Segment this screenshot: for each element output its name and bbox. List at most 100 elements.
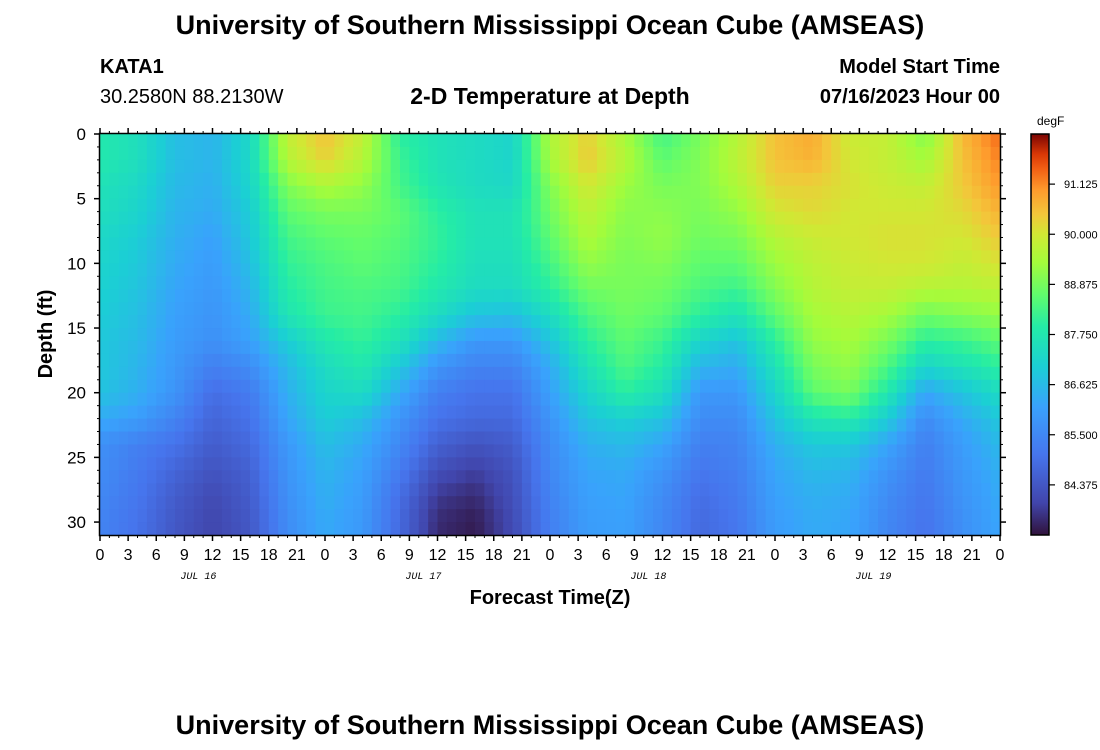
heatmap-cell xyxy=(484,431,495,446)
heatmap-cell xyxy=(184,185,195,200)
heatmap-cell xyxy=(709,496,720,510)
heatmap-cell xyxy=(775,237,785,252)
heatmap-cell xyxy=(465,340,476,355)
heatmap-cell xyxy=(728,172,739,187)
heatmap-cell xyxy=(840,483,851,497)
heatmap-cell xyxy=(118,134,129,148)
heatmap-cell xyxy=(681,444,692,458)
heatmap-cell xyxy=(521,276,532,290)
heatmap-cell xyxy=(362,496,373,510)
heatmap-cell xyxy=(175,392,185,407)
heatmap-cell xyxy=(896,302,907,316)
heatmap-cell xyxy=(381,470,392,484)
heatmap-cell xyxy=(990,237,1001,252)
heatmap-cell xyxy=(671,185,682,200)
heatmap-cell xyxy=(175,470,185,484)
heatmap-cell xyxy=(250,418,260,433)
heatmap-cell xyxy=(512,211,523,226)
heatmap-cell xyxy=(690,198,701,213)
heatmap-cell xyxy=(728,457,739,471)
heatmap-cell xyxy=(784,276,795,290)
heatmap-cell xyxy=(784,379,795,394)
heatmap-cell xyxy=(250,353,260,368)
heatmap-cell xyxy=(456,366,467,381)
heatmap-cell xyxy=(221,185,232,200)
heatmap-cell xyxy=(550,250,560,264)
heatmap-cell xyxy=(165,522,176,536)
heatmap-cell xyxy=(278,198,289,213)
heatmap-cell xyxy=(765,418,776,433)
heatmap-cell xyxy=(437,198,448,213)
heatmap-cell xyxy=(475,444,485,458)
heatmap-cell xyxy=(400,172,410,187)
heatmap-cell xyxy=(175,185,185,200)
heatmap-cell xyxy=(343,418,354,433)
heatmap-cell xyxy=(943,263,954,277)
heatmap-cell xyxy=(156,224,167,239)
heatmap-cell xyxy=(803,224,814,239)
heatmap-cell xyxy=(634,340,645,355)
heatmap-cell xyxy=(690,366,701,381)
heatmap-cell xyxy=(390,522,401,536)
heatmap-cell xyxy=(943,134,954,148)
colorbar-tick-label: 90.000 xyxy=(1064,229,1098,241)
heatmap-cell xyxy=(456,353,467,368)
heatmap-cell xyxy=(971,366,982,381)
heatmap-cell xyxy=(343,444,354,458)
heatmap-cell xyxy=(906,340,917,355)
heatmap-cell xyxy=(615,276,626,290)
heatmap-cell xyxy=(306,146,317,161)
heatmap-cell xyxy=(915,509,926,523)
heatmap-cell xyxy=(540,224,551,239)
heatmap-cell xyxy=(156,353,167,368)
heatmap-cell xyxy=(250,470,260,484)
heatmap-cell xyxy=(353,276,364,290)
heatmap-cell xyxy=(915,457,926,471)
heatmap-cell xyxy=(503,483,514,497)
heatmap-cell xyxy=(418,328,429,342)
heatmap-cell xyxy=(428,366,439,381)
heatmap-cell xyxy=(718,379,729,394)
heatmap-cell xyxy=(718,315,729,329)
heatmap-cell xyxy=(409,522,420,536)
heatmap-cell xyxy=(915,224,926,239)
heatmap-cell xyxy=(512,392,523,407)
heatmap-cell xyxy=(325,431,335,446)
heatmap-cell xyxy=(850,276,860,290)
heatmap-cell xyxy=(306,315,317,329)
heatmap-cell xyxy=(578,146,589,161)
heatmap-cell xyxy=(868,276,879,290)
heatmap-cell xyxy=(109,431,120,446)
heatmap-cell xyxy=(362,431,373,446)
heatmap-cell xyxy=(156,457,167,471)
heatmap-cell xyxy=(700,366,710,381)
heatmap-cell xyxy=(962,444,973,458)
heatmap-cell xyxy=(971,496,982,510)
heatmap-cell xyxy=(334,405,345,420)
heatmap-cell xyxy=(568,198,579,213)
heatmap-cell xyxy=(915,444,926,458)
heatmap-cell xyxy=(259,379,270,394)
heatmap-cell xyxy=(259,224,270,239)
heatmap-cell xyxy=(100,263,110,277)
heatmap-cell xyxy=(418,496,429,510)
heatmap-cell xyxy=(221,457,232,471)
heatmap-cell xyxy=(240,522,251,536)
heatmap-cell xyxy=(540,328,551,342)
heatmap-cell xyxy=(850,522,860,536)
heatmap-cell xyxy=(850,315,860,329)
heatmap-cell xyxy=(465,276,476,290)
x-tick-label: 15 xyxy=(907,547,925,564)
heatmap-cell xyxy=(559,392,570,407)
heatmap-cell xyxy=(643,496,654,510)
heatmap-cell xyxy=(962,263,973,277)
heatmap-cell xyxy=(737,522,748,536)
heatmap-cell xyxy=(803,276,814,290)
heatmap-cell xyxy=(212,392,223,407)
heatmap-cell xyxy=(915,289,926,303)
heatmap-cell xyxy=(540,263,551,277)
heatmap-cell xyxy=(390,315,401,329)
heatmap-cell xyxy=(690,496,701,510)
heatmap-cell xyxy=(746,340,757,355)
heatmap-cell xyxy=(428,198,439,213)
